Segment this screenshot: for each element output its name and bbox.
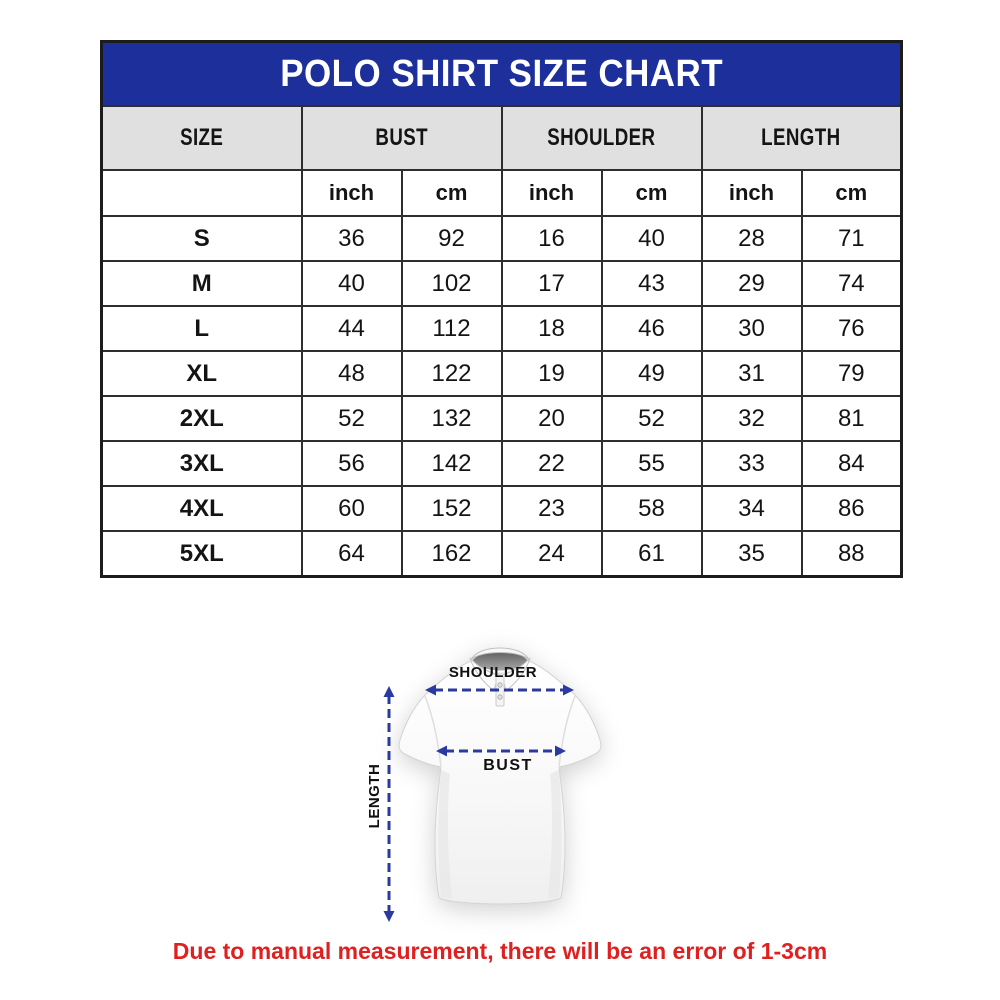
value-cell: 142 (400, 440, 503, 487)
value-cell: 56 (300, 440, 403, 487)
value-cell: 74 (800, 260, 903, 307)
unit-header: cm (800, 169, 903, 217)
value-cell: 162 (400, 530, 503, 578)
value-cell: 29 (700, 260, 803, 307)
column-header-row: SIZE BUST SHOULDER LENGTH (100, 105, 903, 171)
column-header-size: SIZE (100, 105, 303, 171)
value-cell: 16 (500, 215, 603, 262)
value-cell: 44 (300, 305, 403, 352)
value-cell: 19 (500, 350, 603, 397)
value-cell: 55 (600, 440, 703, 487)
unit-header: cm (400, 169, 503, 217)
value-cell: 40 (300, 260, 403, 307)
value-cell: 28 (700, 215, 803, 262)
value-cell: 33 (700, 440, 803, 487)
size-row-3xl: 3XL 56 142 22 55 33 84 (100, 440, 903, 487)
value-cell: 132 (400, 395, 503, 442)
value-cell: 79 (800, 350, 903, 397)
bust-label: BUST (483, 757, 533, 774)
armhole-seam (558, 695, 576, 767)
shoulder-label: SHOULDER (448, 664, 538, 681)
unit-header-blank (100, 169, 303, 217)
size-cell: 4XL (100, 485, 303, 532)
value-cell: 152 (400, 485, 503, 532)
shirt-body (398, 659, 602, 905)
value-cell: 58 (600, 485, 703, 532)
column-header-bust: BUST (300, 105, 503, 171)
size-row-4xl: 4XL 60 152 23 58 34 86 (100, 485, 903, 532)
value-cell: 49 (600, 350, 703, 397)
armhole-seam (424, 695, 442, 767)
value-cell: 32 (700, 395, 803, 442)
size-row-xl: XL 48 122 19 49 31 79 (100, 350, 903, 397)
value-cell: 48 (300, 350, 403, 397)
size-row-l: L 44 112 18 46 30 76 (100, 305, 903, 352)
shirt-button (497, 682, 503, 688)
value-cell: 18 (500, 305, 603, 352)
bust-arrow (436, 745, 566, 757)
value-cell: 43 (600, 260, 703, 307)
value-cell: 34 (700, 485, 803, 532)
value-cell: 112 (400, 305, 503, 352)
size-cell: S (100, 215, 303, 262)
value-cell: 86 (800, 485, 903, 532)
size-cell: XL (100, 350, 303, 397)
value-cell: 36 (300, 215, 403, 262)
value-cell: 81 (800, 395, 903, 442)
size-row-5xl: 5XL 64 162 24 61 35 88 (100, 530, 903, 578)
value-cell: 31 (700, 350, 803, 397)
value-cell: 64 (300, 530, 403, 578)
polo-shirt-image (398, 647, 602, 905)
size-cell: M (100, 260, 303, 307)
value-cell: 46 (600, 305, 703, 352)
value-cell: 122 (400, 350, 503, 397)
shoulder-arrow (425, 684, 574, 696)
shirt-button (497, 694, 503, 700)
value-cell: 17 (500, 260, 603, 307)
size-row-2xl: 2XL 52 132 20 52 32 81 (100, 395, 903, 442)
value-cell: 52 (600, 395, 703, 442)
value-cell: 23 (500, 485, 603, 532)
size-row-m: M 40 102 17 43 29 74 (100, 260, 903, 307)
size-cell: 5XL (100, 530, 303, 578)
measurement-arrows (383, 684, 574, 922)
length-label: LENGTH (366, 763, 383, 829)
value-cell: 40 (600, 215, 703, 262)
unit-header-row: inch cm inch cm inch cm (100, 169, 903, 217)
value-cell: 61 (600, 530, 703, 578)
value-cell: 76 (800, 305, 903, 352)
length-arrow (383, 686, 395, 922)
unit-header: inch (700, 169, 803, 217)
size-chart-table: POLO SHIRT SIZE CHART SIZE BUST SHOULDER… (100, 40, 904, 578)
unit-header: inch (500, 169, 603, 217)
title-row: POLO SHIRT SIZE CHART (100, 40, 903, 107)
chart-title: POLO SHIRT SIZE CHART (280, 52, 723, 95)
value-cell: 102 (400, 260, 503, 307)
shirt-shading (548, 770, 562, 899)
value-cell: 71 (800, 215, 903, 262)
unit-header: inch (300, 169, 403, 217)
unit-header: cm (600, 169, 703, 217)
value-cell: 88 (800, 530, 903, 578)
size-cell: 2XL (100, 395, 303, 442)
value-cell: 20 (500, 395, 603, 442)
value-cell: 22 (500, 440, 603, 487)
chart-title-bar: POLO SHIRT SIZE CHART (100, 40, 903, 107)
value-cell: 24 (500, 530, 603, 578)
neck-opening (473, 651, 527, 671)
column-header-length: LENGTH (700, 105, 903, 171)
column-header-shoulder: SHOULDER (500, 105, 703, 171)
measurement-note: Due to manual measurement, there will be… (172, 938, 828, 964)
value-cell: 30 (700, 305, 803, 352)
value-cell: 60 (300, 485, 403, 532)
value-cell: 92 (400, 215, 503, 262)
value-cell: 84 (800, 440, 903, 487)
value-cell: 35 (700, 530, 803, 578)
size-row-s: S 36 92 16 40 28 71 (100, 215, 903, 262)
value-cell: 52 (300, 395, 403, 442)
size-cell: L (100, 305, 303, 352)
size-cell: 3XL (100, 440, 303, 487)
shirt-shading (438, 770, 452, 899)
